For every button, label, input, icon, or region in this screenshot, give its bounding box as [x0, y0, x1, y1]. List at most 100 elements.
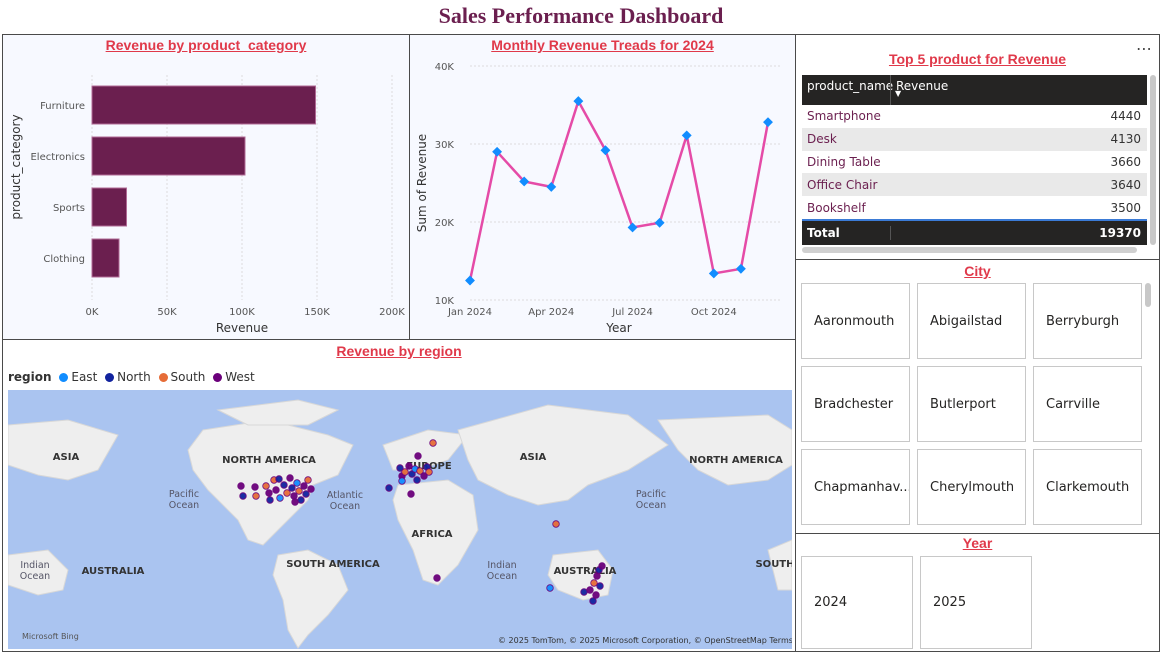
city-tile[interactable]: Clarkemouth — [1033, 449, 1142, 525]
city-tile[interactable]: Carrville — [1033, 366, 1142, 442]
category-bar-chart[interactable]: 0K 50K 100K 150K 200K Furniture Electronics Spo… — [3, 35, 408, 338]
map-point[interactable] — [288, 484, 296, 492]
map-point[interactable] — [304, 476, 312, 484]
city-tile[interactable]: Bradchester — [801, 366, 910, 442]
data-point[interactable] — [681, 130, 692, 141]
data-point[interactable] — [735, 263, 746, 274]
map-point[interactable] — [425, 468, 433, 476]
map-label: AUSTRALIA — [554, 566, 617, 577]
legend-item-north[interactable]: North — [105, 370, 151, 384]
category-chart-panel[interactable]: Revenue by product_category 0K 50K 100K 150… — [2, 34, 410, 340]
year-slicer-panel[interactable]: Year 2024 2025 — [795, 533, 1160, 652]
map-point[interactable] — [295, 487, 303, 495]
map-point[interactable] — [413, 476, 421, 484]
table-row[interactable]: Desk 4130 — [802, 127, 1147, 151]
map-point[interactable] — [293, 479, 301, 487]
map-point[interactable] — [593, 572, 601, 580]
map-point[interactable] — [300, 482, 308, 490]
city-tile[interactable]: Butlerport — [917, 366, 1026, 442]
bar[interactable] — [91, 187, 127, 227]
data-point[interactable] — [708, 268, 719, 279]
series-line[interactable] — [468, 97, 770, 281]
bar[interactable] — [91, 85, 316, 125]
map-point[interactable] — [272, 486, 280, 494]
vertical-scrollbar[interactable] — [1145, 283, 1151, 307]
data-point[interactable] — [519, 176, 530, 187]
map-point[interactable] — [596, 582, 604, 590]
map-point[interactable] — [590, 579, 598, 587]
legend-item-east[interactable]: East — [59, 370, 97, 384]
city-tile[interactable]: Cherylmouth — [917, 449, 1026, 525]
map-point[interactable] — [290, 492, 298, 500]
monthly-line-chart[interactable]: 10K 20K 30K 40K Jan 2024 Apr 2024 Jul 2024 Oct … — [410, 35, 794, 338]
map-point[interactable] — [433, 574, 441, 582]
map-point[interactable] — [237, 482, 245, 490]
city-tile[interactable]: Aaronmouth — [801, 283, 910, 359]
map-point[interactable] — [405, 462, 413, 470]
data-point[interactable] — [465, 275, 475, 286]
top-products-panel[interactable]: ⋯ Top 5 product for Revenue product_name… — [795, 34, 1160, 260]
map-point[interactable] — [252, 492, 260, 500]
table-row[interactable]: Bookshelf 3500 — [802, 196, 1147, 219]
map-point[interactable] — [385, 484, 393, 492]
data-point[interactable] — [492, 146, 503, 157]
bar[interactable] — [91, 136, 246, 176]
vertical-scrollbar[interactable] — [1150, 75, 1156, 245]
map-point[interactable] — [580, 588, 588, 596]
map-point[interactable] — [598, 562, 606, 570]
data-point[interactable] — [763, 117, 773, 128]
ellipsis-icon[interactable]: ⋯ — [1136, 39, 1153, 58]
map-point[interactable] — [262, 482, 270, 490]
table-row[interactable]: Dining Table 3660 — [802, 151, 1147, 174]
map-point[interactable] — [592, 591, 600, 599]
map-point[interactable] — [266, 496, 274, 504]
table-row[interactable]: Office Chair 3640 — [802, 173, 1147, 197]
map-point[interactable] — [307, 485, 315, 493]
map-point[interactable] — [283, 489, 291, 497]
map-point[interactable] — [589, 597, 597, 605]
map-point[interactable] — [420, 472, 428, 480]
map-point[interactable] — [265, 489, 273, 497]
map-point[interactable] — [239, 492, 247, 500]
data-point[interactable] — [627, 222, 638, 233]
map-point[interactable] — [414, 452, 422, 460]
map-point[interactable] — [552, 520, 560, 528]
table-row[interactable]: Smartphone 4440 — [802, 105, 1147, 128]
bar[interactable] — [91, 238, 120, 278]
map-point[interactable] — [276, 494, 284, 502]
map-point[interactable] — [401, 468, 409, 476]
horizontal-scrollbar[interactable] — [802, 246, 1137, 253]
city-tile[interactable]: Berryburgh — [1033, 283, 1142, 359]
city-tile-label: Clarkemouth — [1046, 479, 1130, 495]
map-point[interactable] — [275, 475, 283, 483]
map-point[interactable] — [286, 474, 294, 482]
data-point[interactable] — [654, 217, 665, 228]
map-point[interactable] — [297, 496, 305, 504]
region-map-panel[interactable]: Revenue by region region East North Sout… — [2, 339, 796, 652]
data-point[interactable] — [546, 181, 557, 192]
map-point[interactable] — [251, 483, 259, 491]
map-point[interactable] — [291, 498, 299, 506]
city-slicer-panel[interactable]: City Aaronmouth Abigailstad Berryburgh B… — [795, 259, 1160, 534]
map-point[interactable] — [429, 439, 437, 447]
city-tile[interactable]: Chapmanhav... — [801, 449, 910, 525]
data-point[interactable] — [600, 145, 611, 156]
map-point[interactable] — [302, 490, 310, 498]
column-header-revenue[interactable]: Revenue ▼ — [890, 75, 1147, 105]
monthly-chart-panel[interactable]: Monthly Revenue Treads for 2024 10K 20K 30… — [409, 34, 796, 340]
legend-item-south[interactable]: South — [158, 370, 205, 384]
column-header-product-name[interactable]: product_name — [807, 79, 894, 93]
map-point[interactable] — [396, 464, 404, 472]
city-tile[interactable]: Abigailstad — [917, 283, 1026, 359]
map-point[interactable] — [416, 467, 424, 475]
legend-item-west[interactable]: West — [213, 370, 255, 384]
map-point[interactable] — [586, 586, 594, 594]
map-point[interactable] — [407, 490, 415, 498]
map-point[interactable] — [546, 584, 554, 592]
year-tile[interactable]: 2025 — [920, 556, 1032, 649]
map-point[interactable] — [280, 481, 288, 489]
year-tile[interactable]: 2024 — [801, 556, 913, 649]
data-point[interactable] — [573, 96, 584, 107]
map-point[interactable] — [398, 477, 406, 485]
